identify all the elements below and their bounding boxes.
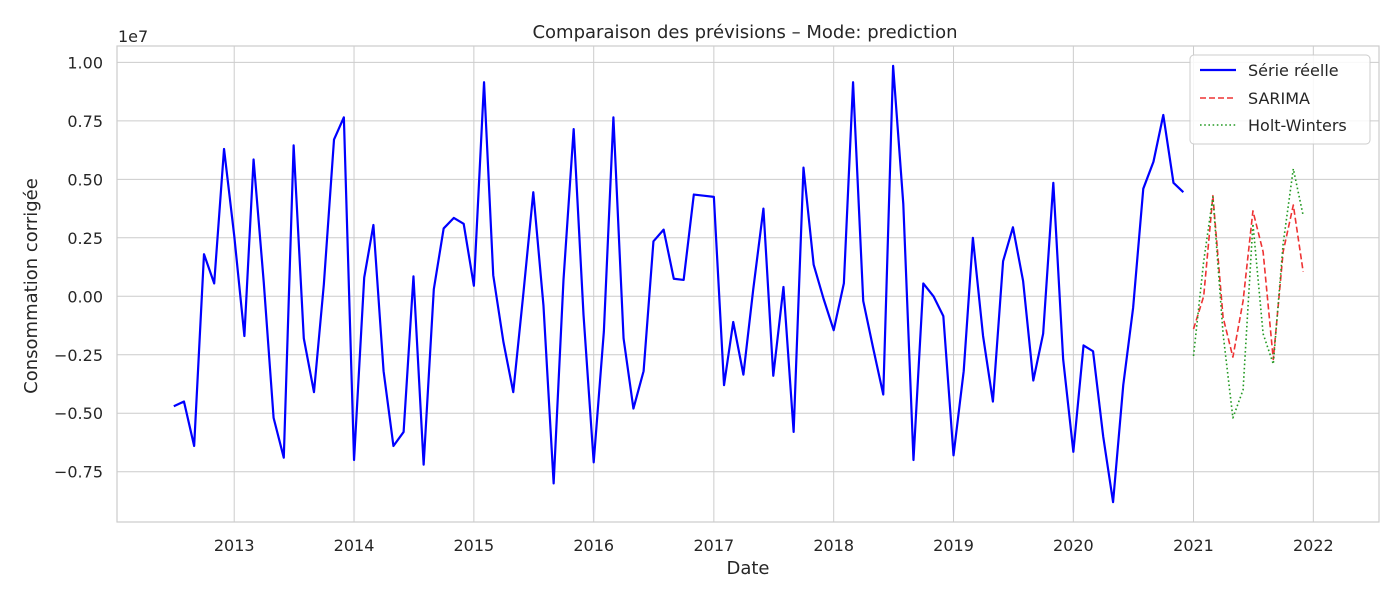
x-tick-label: 2021: [1173, 536, 1214, 555]
x-tick-label: 2017: [693, 536, 734, 555]
y-tick-label: 0.00: [67, 287, 103, 306]
y-tick-label: 1.00: [67, 53, 103, 72]
plot-frame: [116, 45, 1380, 523]
y-offset-label: 1e7: [118, 27, 148, 46]
x-tick-label: 2019: [933, 536, 974, 555]
x-tick-label: 2013: [214, 536, 255, 555]
x-axis-label: Date: [726, 558, 769, 579]
tick-labels: 2013 2014 2015 2016 2017 2018 2019 2020 2021 2022…: [54, 53, 1334, 555]
series-line-serie-reelle: [173, 64, 1185, 504]
x-tick-label: 2020: [1053, 536, 1094, 555]
y-tick-label: 0.25: [67, 229, 103, 248]
x-tick-label: 2018: [813, 536, 854, 555]
y-tick-label: −0.75: [54, 463, 103, 482]
y-axis-label: Consommation corrigée: [21, 178, 42, 394]
legend-label-holt-winters: Holt-Winters: [1248, 116, 1347, 135]
legend-label-sarima: SARIMA: [1248, 89, 1310, 108]
y-tick-label: 0.75: [67, 112, 103, 131]
x-tick-label: 2022: [1293, 536, 1334, 555]
series-layer: [173, 64, 1304, 504]
series-line-sarima: [1192, 194, 1304, 361]
legend-box: [1189, 54, 1371, 145]
x-tick-label: 2014: [334, 536, 375, 555]
chart-title: Comparaison des prévisions – Mode: predi…: [532, 22, 957, 43]
x-tick-label: 2016: [573, 536, 614, 555]
y-tick-label: 0.50: [67, 170, 103, 189]
legend-label-serie-reelle: Série réelle: [1248, 61, 1339, 80]
x-tick-label: 2015: [454, 536, 495, 555]
legend: Série réelle SARIMA Holt-Winters: [1189, 54, 1371, 145]
y-tick-label: −0.25: [54, 346, 103, 365]
y-tick-label: −0.50: [54, 404, 103, 423]
